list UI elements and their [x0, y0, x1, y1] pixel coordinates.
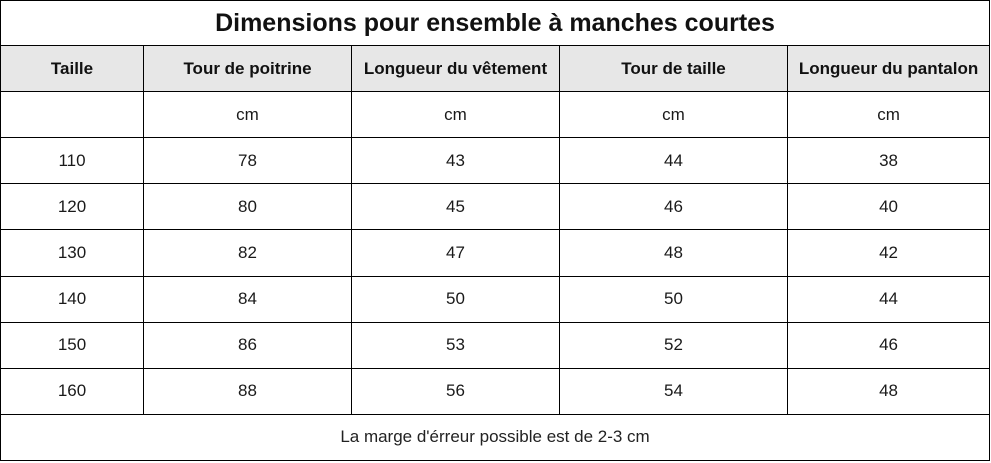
unit-cell: cm [559, 91, 788, 139]
table-cell: 46 [559, 183, 788, 231]
header-longueur-du-pantalon: Longueur du pantalon [786, 45, 991, 93]
table-cell: 130 [0, 229, 144, 277]
table-cell: 52 [559, 321, 788, 369]
header-taille: Taille [0, 45, 144, 93]
table-cell: 46 [786, 321, 991, 369]
header-row: Taille Tour de poitrine Longueur du vête… [0, 45, 991, 93]
table-cell: 56 [351, 367, 560, 415]
table-cell: 48 [559, 229, 788, 277]
table-row: 140 84 50 50 44 [0, 275, 991, 323]
unit-cell: cm [143, 91, 352, 139]
table-cell: 78 [143, 137, 352, 185]
table-cell: 54 [559, 367, 788, 415]
table-row: 150 86 53 52 46 [0, 321, 991, 369]
table-cell: 160 [0, 367, 144, 415]
table-cell: 80 [143, 183, 352, 231]
note-row: La marge d'érreur possible est de 2-3 cm [0, 413, 991, 462]
unit-cell: cm [786, 91, 991, 139]
table-row: 120 80 45 46 40 [0, 183, 991, 231]
table-row: 160 88 56 54 48 [0, 367, 991, 415]
header-tour-de-taille: Tour de taille [559, 45, 788, 93]
table-cell: 40 [786, 183, 991, 231]
table-cell: 50 [351, 275, 560, 323]
table-cell: 86 [143, 321, 352, 369]
table-cell: 44 [786, 275, 991, 323]
table-cell: 38 [786, 137, 991, 185]
table-cell: 82 [143, 229, 352, 277]
table-row: 130 82 47 48 42 [0, 229, 991, 277]
table-cell: 48 [786, 367, 991, 415]
table-cell: 44 [559, 137, 788, 185]
table-cell: 120 [0, 183, 144, 231]
table-cell: 47 [351, 229, 560, 277]
table-cell: 53 [351, 321, 560, 369]
table-cell: 50 [559, 275, 788, 323]
unit-cell [0, 91, 144, 139]
table-cell: 43 [351, 137, 560, 185]
title-row: Dimensions pour ensemble à manches court… [0, 0, 991, 47]
table-cell: 150 [0, 321, 144, 369]
table-cell: 140 [0, 275, 144, 323]
error-margin-note: La marge d'érreur possible est de 2-3 cm [0, 413, 991, 462]
header-longueur-du-vetement: Longueur du vêtement [351, 45, 560, 93]
table-cell: 88 [143, 367, 352, 415]
unit-row: cm cm cm cm [0, 91, 991, 139]
table-row: 110 78 43 44 38 [0, 137, 991, 185]
unit-cell: cm [351, 91, 560, 139]
table-cell: 45 [351, 183, 560, 231]
header-tour-de-poitrine: Tour de poitrine [143, 45, 352, 93]
table-cell: 42 [786, 229, 991, 277]
table-cell: 110 [0, 137, 144, 185]
table-title: Dimensions pour ensemble à manches court… [0, 0, 991, 47]
table-cell: 84 [143, 275, 352, 323]
